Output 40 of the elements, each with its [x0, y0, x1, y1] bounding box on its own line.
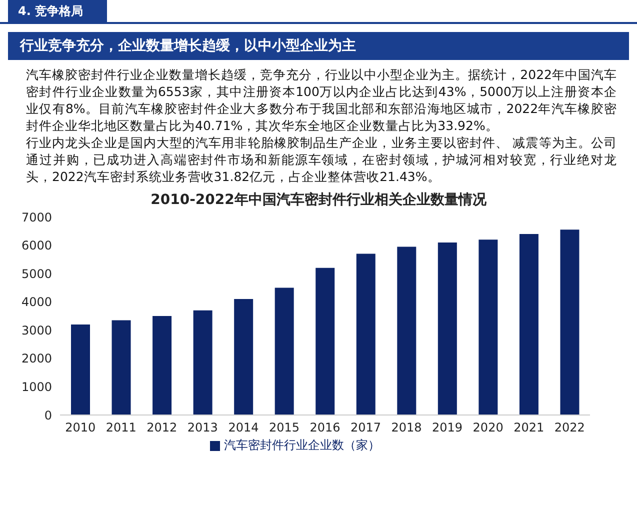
- bar: [193, 310, 212, 415]
- y-tick-label: 3000: [21, 323, 52, 338]
- chart-subtitle: 2010-2022年中国汽车密封件行业相关企业数量情况: [150, 191, 488, 209]
- x-tick-label: 2011: [106, 420, 136, 435]
- x-tick-label: 2010: [65, 420, 96, 435]
- text: 4. 竞争格局: [8, 0, 108, 22]
- y-tick-label: 6000: [21, 238, 52, 253]
- x-tick-label: 2016: [310, 420, 340, 435]
- bar: [112, 320, 131, 415]
- bar: [234, 299, 254, 415]
- x-tick-label: 2018: [391, 420, 422, 435]
- x-tick-label: 2022: [554, 420, 585, 435]
- bar: [356, 254, 376, 415]
- bar: [152, 316, 172, 415]
- y-tick-label: 2000: [21, 352, 52, 366]
- y-tick-label: 5000: [21, 266, 52, 281]
- x-tick-label: 2012: [146, 420, 178, 435]
- text: 汽车橡胶密封件行业企业数量增长趋缓，竞争充分，行业以中小型企业为主。据统计，2022年中国汽车密封件行业企业数量为6553家，其中注册资本100万以内企业占比达到43%，5000万以上注册资本企业仅有8%。目前汽车橡胶密封件企业大多数分布于我国北部和东部沿海地区城市，2022年汽车橡胶密封件企业华北地区数量占比为40.71%，其次华东全地区企业数量占比为33.92%。: [26, 66, 617, 134]
- x-tick-label: 2019: [432, 420, 463, 435]
- y-tick-label: 4000: [21, 295, 52, 310]
- y-tick-label: 7000: [21, 210, 52, 224]
- y-tick-label: 1000: [21, 380, 52, 394]
- bar: [316, 268, 335, 415]
- x-tick-label: 2021: [514, 420, 544, 435]
- x-tick-label: 2017: [350, 420, 382, 435]
- bar: [71, 324, 90, 415]
- bar: [438, 242, 457, 415]
- bar: [519, 234, 538, 415]
- bar: [397, 246, 416, 415]
- legend-label: 汽车密封件行业企业数（家）: [224, 438, 380, 452]
- bar: [274, 288, 294, 415]
- x-tick-label: 2013: [187, 420, 218, 435]
- bar: [560, 230, 580, 415]
- chart-title: 行业竞争充分，企业数量增长趋缓，以中小型企业为主: [8, 32, 629, 60]
- x-tick-label: 2015: [268, 420, 300, 435]
- x-tick-label: 2020: [472, 420, 504, 435]
- text: 行业内龙头企业是国内大型的汽车用非轮胎橡胶制品生产企业，业务主要以密封件、 减震等为主。公司通过并购，已成功进入高端密封件市场和新能源车领域，在密封领域，护城河相对较宽，行业绝对龙头，2022汽车密封系统业务营收31.82亿元，占企业整体营收21.43%。: [26, 134, 617, 185]
- y-tick-label: 0: [44, 408, 52, 422]
- x-tick-label: 2014: [228, 420, 259, 435]
- bar: [478, 240, 498, 415]
